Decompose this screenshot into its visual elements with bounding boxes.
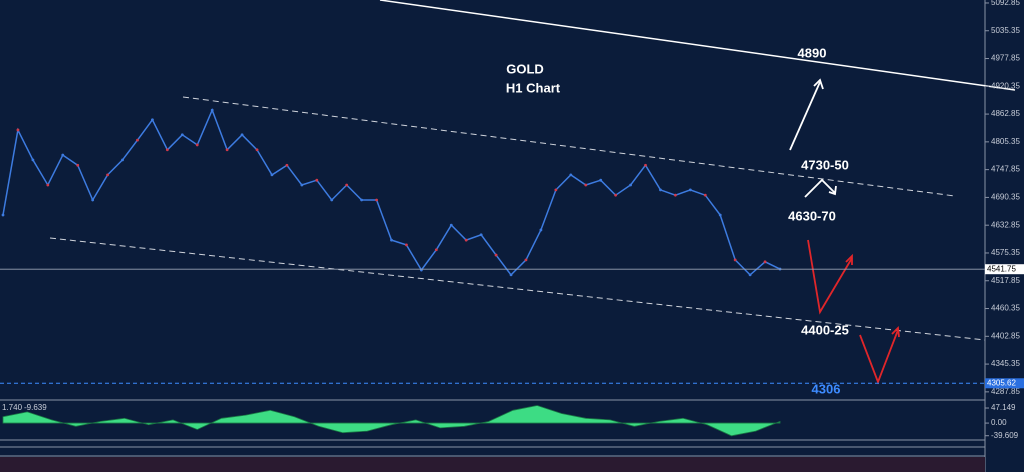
y-tick-label: 5092.85 [991, 0, 1020, 7]
price-point [688, 188, 692, 192]
annotation: 4306 [812, 381, 841, 396]
arrow [807, 239, 853, 315]
price-point [584, 183, 588, 187]
level-price-label: 4305.62 [987, 378, 1016, 387]
chart-title: GOLD [506, 61, 544, 76]
y-tick-label: 47.149 [991, 403, 1016, 412]
price-point [330, 198, 334, 202]
price-point [599, 178, 603, 182]
current-price-label: 4541.75 [987, 264, 1016, 273]
channel-line [49, 237, 986, 341]
y-tick-label: 5035.35 [991, 26, 1020, 35]
price-point [524, 258, 528, 262]
price-point [360, 198, 364, 202]
y-tick-label: 0.00 [991, 418, 1007, 427]
y-tick-label: 4575.35 [991, 248, 1020, 257]
price-point [434, 248, 438, 252]
y-tick-label: 4920.35 [991, 81, 1020, 90]
price-point [494, 253, 498, 257]
arrow-head [813, 78, 824, 90]
price-tag [985, 378, 1024, 389]
y-tick-label: 4632.85 [991, 220, 1020, 229]
annotation: 4890 [798, 45, 827, 60]
price-point [240, 133, 244, 137]
price-point [106, 173, 109, 177]
y-tick-label: 4287.85 [991, 387, 1020, 396]
price-point [703, 193, 707, 197]
volume-panel [0, 457, 985, 472]
price-point [165, 148, 169, 152]
price-point [61, 153, 65, 157]
price-point [479, 233, 483, 237]
price-point [300, 183, 304, 187]
price-point [151, 118, 154, 122]
price-point [16, 128, 20, 132]
y-tick-label: 4690.35 [991, 193, 1020, 202]
price-point [659, 188, 662, 192]
price-point [674, 193, 677, 197]
arrows [789, 78, 900, 385]
price-point [509, 273, 513, 277]
price-tag [985, 264, 1024, 275]
price-point [345, 183, 349, 187]
chart-subtitle: H1 Chart [506, 80, 561, 95]
price-point [748, 273, 752, 277]
y-tick-label: 4747.85 [991, 165, 1020, 174]
y-tick-label: -39.609 [991, 431, 1019, 440]
y-tick-label: 4862.85 [991, 109, 1020, 118]
y-tick-label: 4460.35 [991, 304, 1020, 313]
price-point [554, 188, 558, 192]
price-point [629, 183, 632, 187]
trend-line [379, 0, 1016, 91]
price-point [375, 198, 378, 202]
price-point [539, 228, 543, 232]
annotation: 4730-50 [801, 157, 849, 172]
price-point [315, 178, 319, 182]
price-point [390, 238, 393, 242]
arrow [789, 81, 821, 151]
price-point [405, 243, 408, 247]
arrow [859, 329, 899, 385]
price-point [718, 213, 722, 217]
annotation: 4400-25 [801, 322, 849, 337]
price-point [285, 163, 289, 167]
arrow-head [828, 185, 837, 196]
indicator-value: 1.740 [2, 403, 23, 412]
price-point [449, 223, 453, 227]
price-point [121, 158, 124, 162]
y-tick-label: 4977.85 [991, 54, 1020, 63]
price-point [31, 158, 35, 162]
arrow [804, 178, 836, 198]
price-point [644, 163, 647, 167]
y-tick-label: 4805.35 [991, 137, 1020, 146]
price-point [464, 238, 468, 242]
arrow-head [891, 326, 900, 338]
oscillator-area [2, 405, 781, 437]
price-point [76, 163, 80, 167]
price-point [195, 143, 199, 147]
y-tick-label: 4517.85 [991, 276, 1020, 285]
price-point [180, 133, 184, 137]
price-point [270, 173, 274, 177]
price-point [91, 198, 95, 202]
y-tick-label: 4345.35 [991, 359, 1020, 368]
price-point [225, 148, 229, 152]
annotation: 4630-70 [788, 208, 836, 223]
price-point [46, 183, 50, 187]
price-point [210, 108, 214, 112]
price-point [136, 138, 139, 142]
price-point [763, 260, 767, 264]
price-point [733, 258, 737, 262]
y-tick-label: 4402.85 [991, 331, 1020, 340]
price-point [569, 173, 573, 177]
indicator-value: -9.639 [24, 403, 47, 412]
price-point [255, 148, 259, 152]
arrow-head [845, 253, 853, 265]
price-point [614, 193, 618, 197]
price-point [1, 213, 5, 217]
